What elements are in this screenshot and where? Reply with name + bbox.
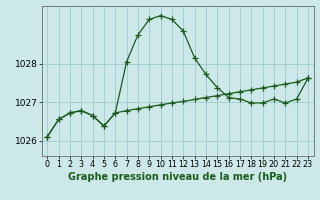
- X-axis label: Graphe pression niveau de la mer (hPa): Graphe pression niveau de la mer (hPa): [68, 172, 287, 182]
